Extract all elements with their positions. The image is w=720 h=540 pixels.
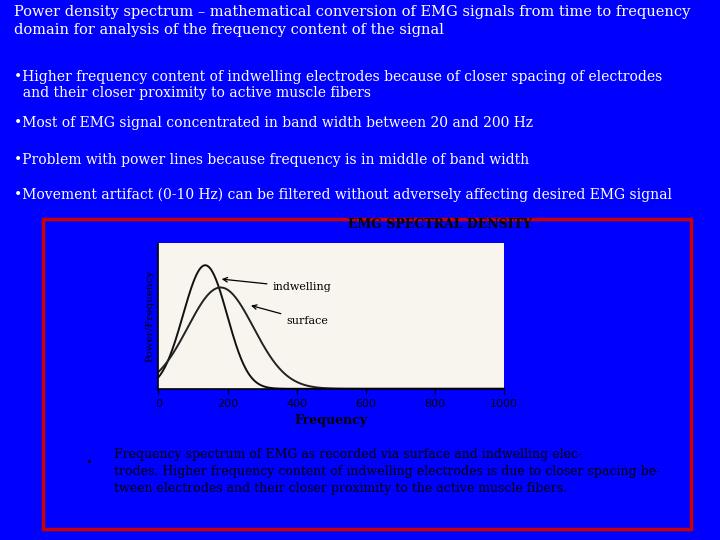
Text: surface: surface <box>252 305 328 326</box>
Text: EMG SPECTRAL DENSITY: EMG SPECTRAL DENSITY <box>348 218 532 231</box>
Y-axis label: Power/Frequency: Power/Frequency <box>145 270 154 362</box>
Text: Frequency spectrum of EMG as recorded via surface and indwelling elec-
trodes. H: Frequency spectrum of EMG as recorded vi… <box>114 448 660 495</box>
Text: •Higher frequency content of indwelling electrodes because of closer spacing of : •Higher frequency content of indwelling … <box>14 70 662 100</box>
Text: •Problem with power lines because frequency is in middle of band width: •Problem with power lines because freque… <box>14 153 529 167</box>
Text: •Movement artifact (0-10 Hz) can be filtered without adversely affecting desired: •Movement artifact (0-10 Hz) can be filt… <box>14 187 672 202</box>
Text: indwelling: indwelling <box>223 278 331 293</box>
X-axis label: Frequency: Frequency <box>294 414 368 427</box>
Text: •Most of EMG signal concentrated in band width between 20 and 200 Hz: •Most of EMG signal concentrated in band… <box>14 116 534 130</box>
Text: •: • <box>85 457 91 467</box>
Text: Power density spectrum – mathematical conversion of EMG signals from time to fre: Power density spectrum – mathematical co… <box>14 5 690 37</box>
